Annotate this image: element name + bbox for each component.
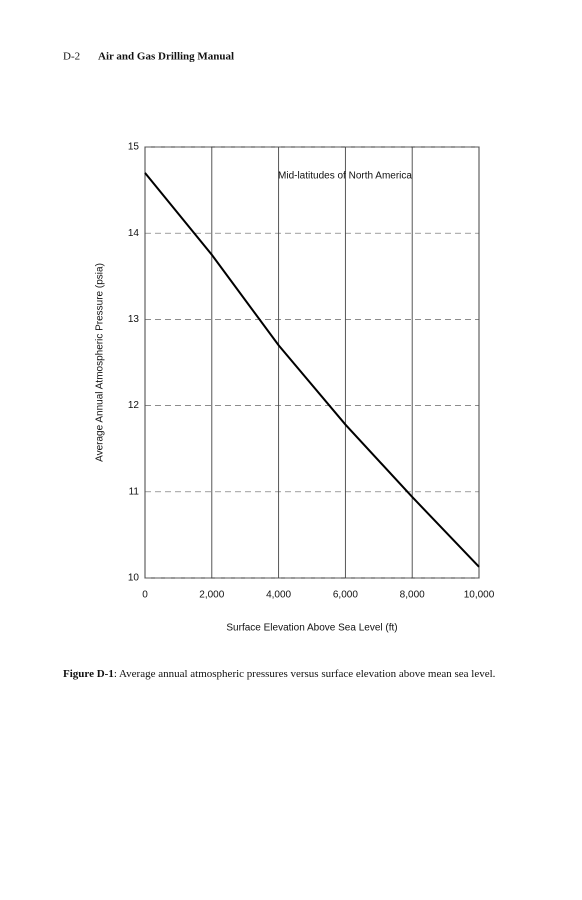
caption-text: : Average annual atmospheric pressures v…	[113, 668, 496, 680]
y-tick-label: 15	[128, 142, 140, 153]
y-axis-label: Average Annual Atmospheric Pressure (psi…	[95, 263, 106, 462]
y-tick-label: 14	[128, 228, 140, 239]
figure-caption: Figure D-1: Average annual atmospheric p…	[63, 668, 513, 681]
y-tick-label: 13	[128, 314, 140, 325]
x-tick-label: 6,000	[333, 590, 358, 601]
x-axis-label: Surface Elevation Above Sea Level (ft)	[226, 623, 397, 634]
running-title: Air and Gas Drilling Manual	[98, 51, 234, 63]
x-tick-label: 2,000	[199, 590, 224, 601]
annotation: Mid-latitudes of North America	[278, 171, 412, 182]
x-tick-label: 4,000	[266, 590, 291, 601]
y-tick-label: 11	[129, 486, 140, 497]
caption-label: Figure D-1	[63, 668, 114, 680]
chart: 10 11 12 13 14 15 0 2,000 4,000 6,000 8,000 10,000 S…	[95, 142, 495, 634]
data-line	[144, 172, 480, 568]
x-tick-label: 10,000	[464, 590, 495, 601]
x-tick-label: 0	[142, 590, 148, 601]
y-tick-label: 12	[128, 400, 140, 411]
y-tick-label: 10	[128, 573, 140, 584]
x-tick-label: 8,000	[400, 590, 425, 601]
page-number: D-2	[63, 51, 80, 63]
